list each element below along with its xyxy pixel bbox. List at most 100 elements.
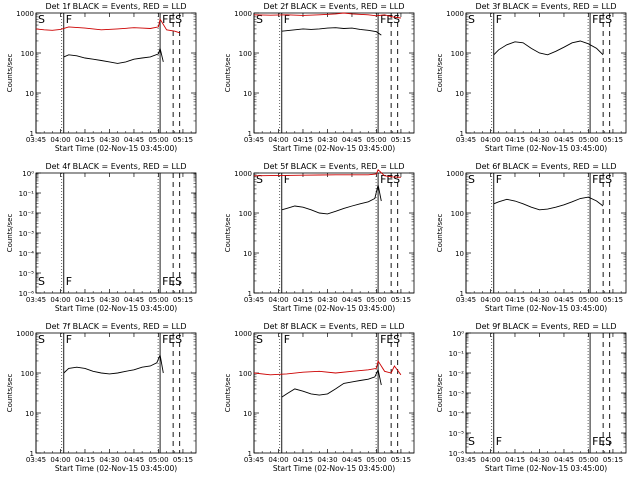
y-tick-label: 10⁻² (449, 370, 465, 378)
event-marker-label: S (175, 13, 182, 26)
series-line (253, 359, 402, 376)
series-line (281, 27, 382, 36)
y-tick-label: 10⁻⁶ (449, 450, 465, 458)
x-tick-label: 04:00 (268, 136, 288, 144)
detector-panel-6: Det 6f BLACK = Events, RED = LLD 03:45 04:… (436, 162, 627, 313)
event-marker-label: S (605, 173, 612, 186)
x-tick-label: 04:15 (293, 456, 313, 464)
x-tick-label: 05:15 (603, 456, 623, 464)
y-tick-label: 10 (455, 250, 464, 258)
x-tick-label: 04:00 (268, 296, 288, 304)
x-axis-label: Start Time (02-Nov-15 03:45:00) (273, 144, 395, 153)
x-tick-label: 04:45 (554, 136, 574, 144)
x-tick-label: 04:45 (554, 456, 574, 464)
x-tick-label: 04:15 (75, 456, 95, 464)
y-axis-label: Counts/sec (224, 54, 232, 93)
x-tick-label: 05:00 (366, 456, 386, 464)
y-tick-label: 1 (248, 290, 252, 298)
y-tick-label: 10⁻⁴ (19, 250, 35, 258)
y-tick-label: 1000 (16, 10, 34, 18)
y-tick-label: 1000 (234, 170, 252, 178)
x-tick-label: 03:45 (456, 296, 476, 304)
x-tick-label: 04:15 (505, 296, 525, 304)
y-tick-label: 10 (25, 410, 34, 418)
x-tick-label: 03:45 (456, 136, 476, 144)
x-axis-label: Start Time (02-Nov-15 03:45:00) (273, 464, 395, 473)
y-tick-label: 10 (243, 90, 252, 98)
series-line (253, 12, 401, 19)
x-tick-label: 05:00 (148, 136, 168, 144)
x-tick-label: 04:30 (529, 296, 549, 304)
event-marker-label: F (496, 13, 502, 26)
y-tick-label: 10⁻⁶ (19, 290, 35, 298)
y-tick-label: 100 (239, 370, 252, 378)
x-tick-label: 04:45 (124, 136, 144, 144)
event-marker-label: S (38, 275, 45, 288)
x-axis-label: Start Time (02-Nov-15 03:45:00) (485, 144, 607, 153)
x-tick-label: 03:45 (26, 296, 46, 304)
event-marker-label: F (496, 435, 502, 448)
plot-frame (253, 12, 415, 134)
panel-title: Det 4f BLACK = Events, RED = LLD (45, 162, 186, 171)
x-tick-label: 05:15 (173, 136, 193, 144)
detector-panel-1: Det 1f BLACK = Events, RED = LLD 03:45 04:… (6, 2, 197, 153)
y-tick-label: 1 (248, 450, 252, 458)
event-marker-label: S (468, 173, 475, 186)
y-tick-label: 10 (243, 250, 252, 258)
event-marker-label: S (393, 333, 400, 346)
event-marker-label: FE (380, 333, 393, 346)
y-tick-label: 10⁻⁴ (449, 410, 465, 418)
x-tick-label: 04:00 (480, 136, 500, 144)
plot-frame (253, 332, 415, 454)
x-tick-label: 04:00 (480, 456, 500, 464)
x-tick-label: 04:45 (124, 296, 144, 304)
x-tick-label: 04:30 (317, 136, 337, 144)
event-marker-label: S (468, 435, 475, 448)
x-tick-label: 03:45 (26, 456, 46, 464)
x-tick-label: 04:45 (342, 456, 362, 464)
x-tick-label: 03:45 (244, 456, 264, 464)
x-tick-label: 04:30 (99, 296, 119, 304)
y-axis-label: Counts/sec (6, 54, 14, 93)
x-tick-label: 04:00 (268, 456, 288, 464)
x-tick-label: 03:45 (244, 136, 264, 144)
x-tick-label: 04:30 (317, 456, 337, 464)
panel-title: Det 2f BLACK = Events, RED = LLD (263, 2, 404, 11)
event-marker-label: FE (162, 13, 175, 26)
y-tick-label: 10⁻² (19, 210, 35, 218)
x-tick-label: 05:00 (366, 136, 386, 144)
x-tick-label: 04:00 (480, 296, 500, 304)
x-tick-label: 05:00 (578, 296, 598, 304)
series-line (35, 18, 180, 34)
detector-panel-9: Det 9f BLACK = Events, RED = LLD 03:45 04:… (436, 322, 627, 473)
y-tick-label: 1 (30, 130, 34, 138)
panel-title: Det 3f BLACK = Events, RED = LLD (475, 2, 616, 11)
y-tick-label: 1 (460, 290, 464, 298)
panel-title: Det 1f BLACK = Events, RED = LLD (45, 2, 186, 11)
y-tick-label: 10 (25, 90, 34, 98)
event-marker-label: F (66, 333, 72, 346)
x-tick-label: 04:15 (293, 296, 313, 304)
y-tick-label: 1 (460, 130, 464, 138)
x-tick-label: 05:15 (603, 136, 623, 144)
y-tick-label: 10 (243, 410, 252, 418)
y-axis-label: Counts/sec (6, 214, 14, 253)
event-marker-label: S (175, 333, 182, 346)
y-tick-label: 1000 (446, 170, 464, 178)
event-marker-label: F (496, 173, 502, 186)
event-marker-label: FE (592, 435, 605, 448)
y-tick-label: 100 (239, 50, 252, 58)
event-marker-label: S (175, 275, 182, 288)
series-line (493, 196, 604, 211)
detector-panel-8: Det 8f BLACK = Events, RED = LLD 03:45 04:… (224, 322, 415, 473)
detector-panel-3: Det 3f BLACK = Events, RED = LLD 03:45 04:… (436, 2, 627, 153)
y-tick-label: 10⁻¹ (449, 350, 465, 358)
y-tick-label: 10⁻³ (449, 390, 465, 398)
event-marker-label: S (38, 13, 45, 26)
x-tick-label: 04:00 (50, 136, 70, 144)
y-tick-label: 1000 (234, 10, 252, 18)
x-tick-label: 04:30 (99, 136, 119, 144)
x-tick-label: 04:30 (529, 136, 549, 144)
detector-panel-5: Det 5f BLACK = Events, RED = LLD 03:45 04:… (224, 162, 415, 313)
plot-frame (465, 172, 627, 294)
